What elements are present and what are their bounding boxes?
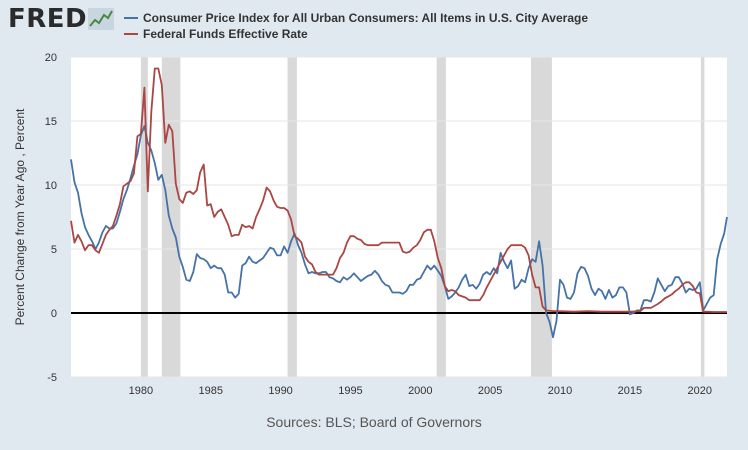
x-tick-label: 2015 [618,385,642,397]
x-tick-label: 2000 [408,385,432,397]
x-tick-label: 1985 [198,385,222,397]
x-tick-label: 2010 [548,385,572,397]
y-tick-label: 5 [51,244,57,256]
y-tick-labels: -5 0 5 10 15 20 [45,52,57,384]
y-tick-label: -5 [47,372,57,384]
series-line-fedfunds [70,67,727,313]
legend-label-cpi: Consumer Price Index for All Urban Consu… [143,11,588,25]
y-axis-label: Percent Change from Year Ago , Percent [13,108,27,325]
recession-band-3 [436,57,446,377]
x-tick-label: 1980 [129,385,153,397]
series-line-cpi [70,125,728,339]
grid-lines [71,56,727,378]
recession-band-4 [530,57,552,377]
x-tick-label: 2020 [688,385,712,397]
legend-item-fedfunds[interactable]: Federal Funds Effective Rate [124,26,308,42]
x-tick-label: 1990 [268,385,292,397]
legend-label-fedfunds: Federal Funds Effective Rate [143,27,308,41]
recession-band-2 [287,57,297,377]
recession-band-1 [161,57,181,377]
legend-item-cpi[interactable]: Consumer Price Index for All Urban Consu… [124,10,588,26]
recession-band-0 [140,57,148,377]
x-tick-labels: 1980 1985 1990 1995 2000 2005 2010 2015 2020 [129,385,712,397]
legend-swatch-fedfunds [124,33,138,35]
series-lines [70,67,728,339]
chart-header: FRED Consumer Price Index for All Urban … [0,0,748,50]
sources-note: Sources: BLS; Board of Governors [266,414,482,430]
x-tick-label: 1995 [338,385,362,397]
y-tick-label: 15 [45,116,57,128]
line-chart-icon [88,8,114,30]
y-tick-label: 0 [51,308,57,320]
x-tick-label: 2005 [478,385,502,397]
y-tick-label: 20 [45,52,57,64]
fred-logo[interactable]: FRED [8,4,88,34]
legend-swatch-cpi [124,17,138,19]
y-tick-label: 10 [45,180,57,192]
recession-band-5 [700,57,705,377]
